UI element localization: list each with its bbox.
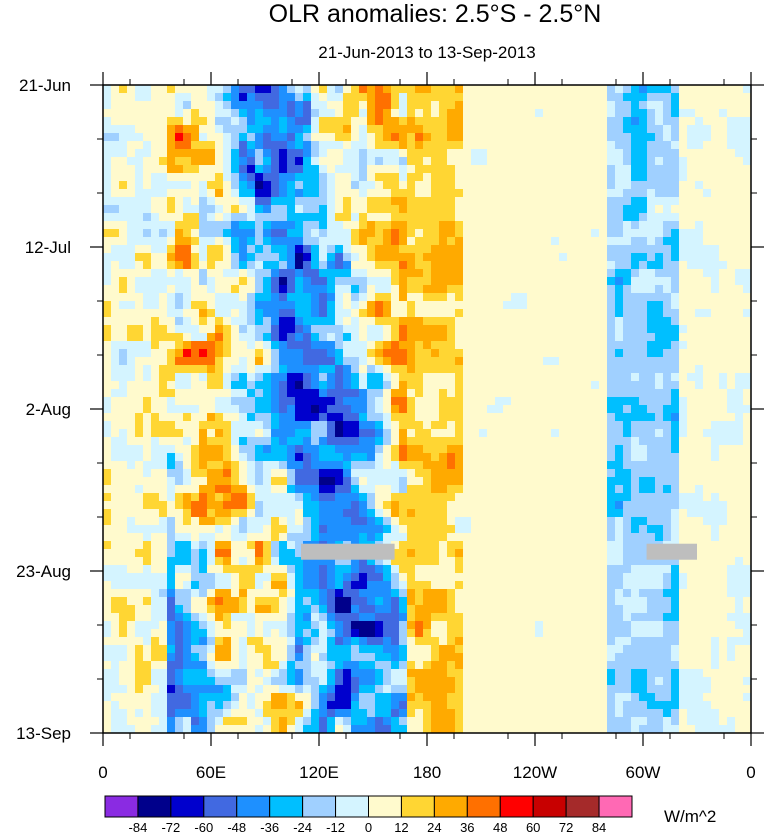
missing-data-layer [301, 543, 697, 560]
colorbar-tick-label: 12 [394, 820, 408, 834]
x-tick-label: 60W [626, 763, 661, 782]
y-axis: 21-Jun 12-Jul 2-Aug 23-Aug 13-Sep [16, 76, 764, 743]
colorbar-swatch [335, 795, 369, 818]
colorbar-swatch [137, 795, 172, 818]
colorbar-tick-label: 72 [559, 820, 573, 834]
x-tick-label: 180 [413, 763, 441, 782]
x-tick-label: 120W [513, 763, 557, 782]
chart-subtitle: 21-Jun-2013 to 13-Sep-2013 [318, 43, 535, 62]
colorbar-tick-label: 24 [427, 820, 441, 834]
y-tick-label: 21-Jun [19, 76, 71, 95]
colorbar-swatch [236, 795, 271, 818]
colorbar: -84 -72 -60 -48 -36 -24 -12 0 12 24 36 48 60 72 84 [104, 795, 633, 834]
colorbar-tick-label: 84 [592, 820, 606, 834]
x-tick-label: 60E [196, 763, 226, 782]
anomaly-field [103, 85, 751, 733]
x-tick-label: 0 [98, 763, 107, 782]
x-tick-label: 120E [299, 763, 339, 782]
chart-title: OLR anomalies: 2.5°S - 2.5°N [269, 0, 602, 28]
y-tick-label: 23-Aug [16, 562, 71, 581]
colorbar-tick-label: -36 [260, 820, 279, 834]
colorbar-swatch [433, 795, 468, 818]
colorbar-swatch [598, 795, 633, 818]
colorbar-tick-label: 60 [526, 820, 540, 834]
y-tick-label: 2-Aug [26, 400, 71, 419]
x-axis: 0 60E 120E 180 120W 60W 0 [98, 72, 756, 782]
x-tick-label: 0 [746, 763, 755, 782]
missing-data-bar [646, 543, 697, 560]
colorbar-swatch [104, 795, 139, 818]
colorbar-tick-label: -24 [293, 820, 312, 834]
colorbar-tick-label: 48 [493, 820, 507, 834]
colorbar-swatch [269, 795, 304, 818]
colorbar-tick-label: 0 [365, 820, 372, 834]
colorbar-swatch [466, 795, 501, 818]
colorbar-tick-label: -84 [129, 820, 148, 834]
colorbar-swatch [565, 795, 600, 818]
colorbar-tick-label: -12 [326, 820, 345, 834]
colorbar-tick-label: -48 [227, 820, 246, 834]
colorbar-tick-label: 36 [460, 820, 474, 834]
colorbar-units: W/m^2 [664, 807, 716, 826]
colorbar-tick-label: -72 [161, 820, 180, 834]
missing-data-bar [301, 543, 395, 560]
colorbar-tick-label: -60 [194, 820, 213, 834]
colorbar-swatch [532, 795, 567, 818]
colorbar-swatch [170, 795, 205, 818]
colorbar-swatch [368, 795, 402, 818]
y-tick-label: 13-Sep [16, 724, 71, 743]
y-tick-label: 12-Jul [25, 238, 71, 257]
colorbar-swatch [302, 795, 337, 818]
colorbar-swatch [499, 795, 534, 818]
colorbar-swatch [400, 795, 435, 818]
colorbar-swatch [203, 795, 238, 818]
